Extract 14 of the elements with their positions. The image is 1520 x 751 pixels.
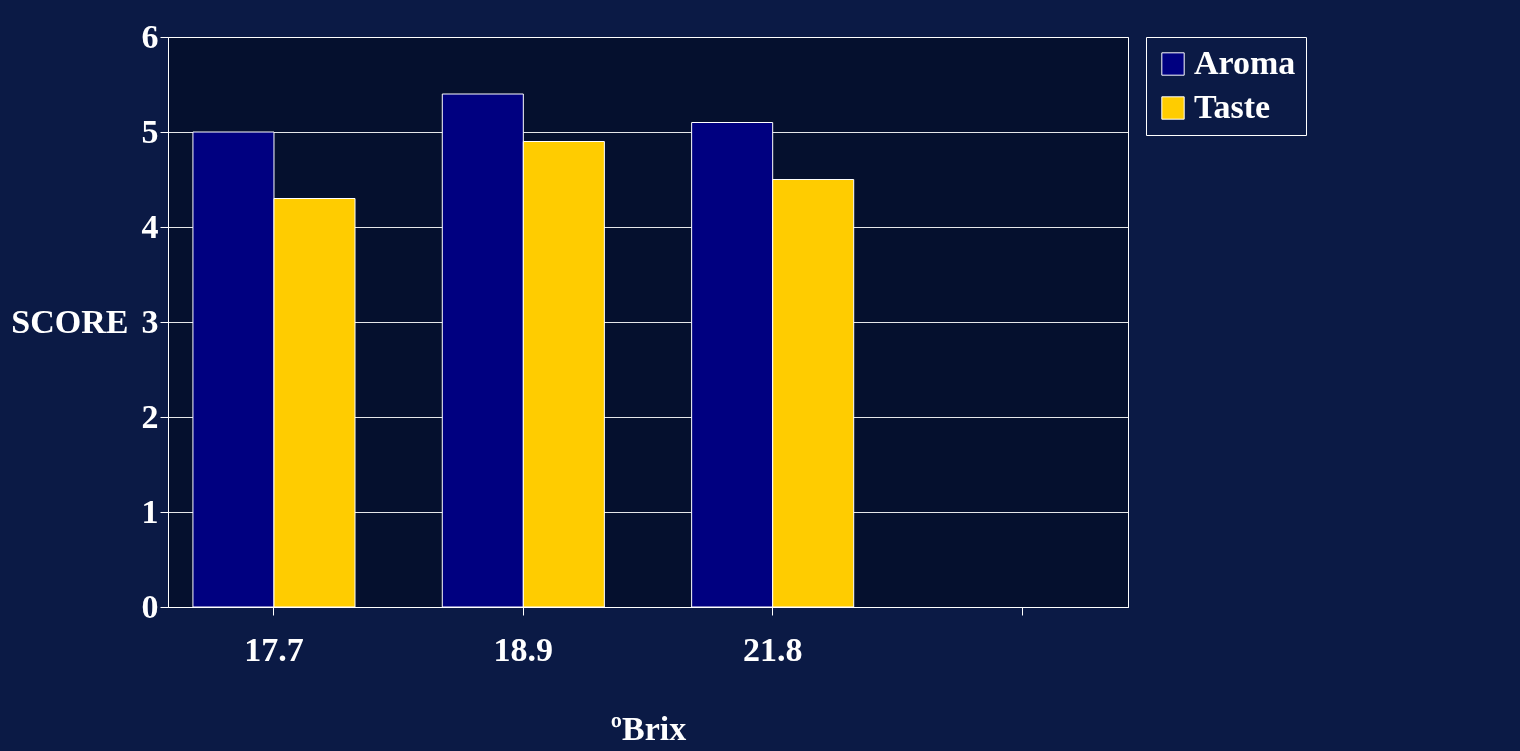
y-tick-label: 1 bbox=[141, 492, 159, 530]
legend-label: Aroma bbox=[1194, 44, 1296, 81]
y-tick-label: 2 bbox=[141, 397, 159, 435]
y-axis-title: SCORE bbox=[11, 302, 129, 340]
x-tick-label: 18.9 bbox=[493, 630, 554, 668]
x-axis-title: ºBrix bbox=[610, 709, 687, 747]
y-tick-label: 4 bbox=[141, 207, 159, 245]
y-tick-label: 5 bbox=[141, 112, 159, 150]
y-tick-label: 0 bbox=[141, 587, 159, 625]
x-tick-label: 17.7 bbox=[244, 630, 304, 668]
x-tick-label: 21.8 bbox=[742, 630, 803, 668]
legend-label: Taste bbox=[1194, 88, 1271, 125]
y-tick-label: 3 bbox=[141, 302, 159, 340]
y-tick-label: 6 bbox=[141, 17, 159, 55]
